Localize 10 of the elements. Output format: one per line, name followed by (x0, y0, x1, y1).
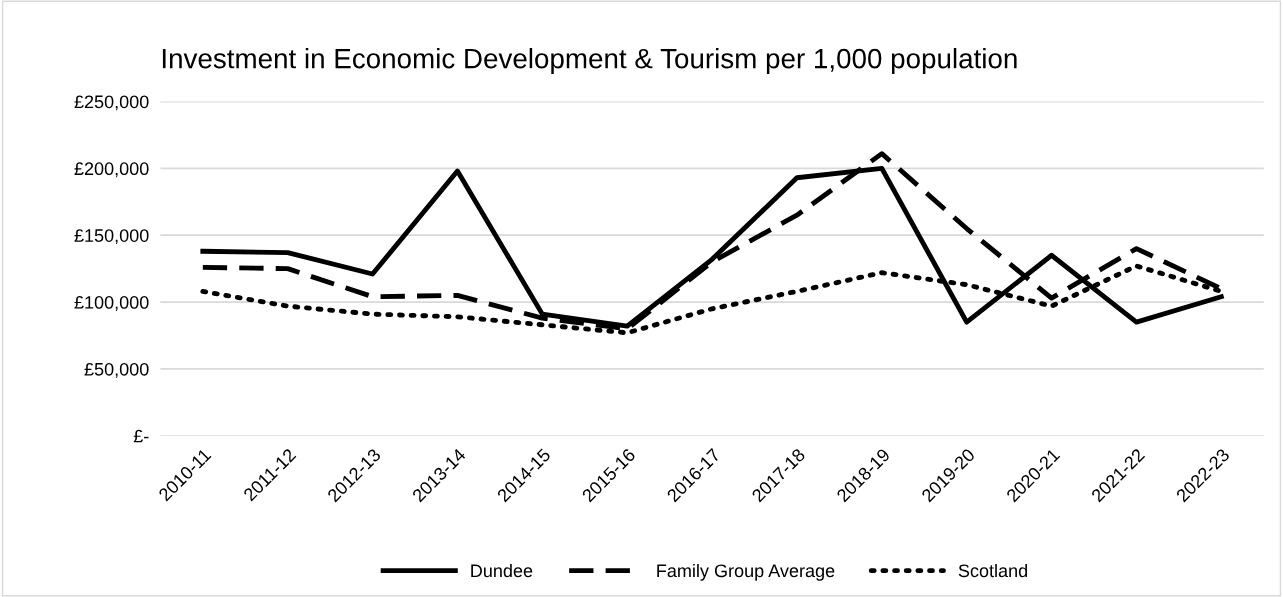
chart-title: Investment in Economic Development & Tourism per 1,000 population (162, 48, 1017, 74)
legend-label: Scotland (958, 563, 1028, 578)
y-tick-label: £150,000 (74, 229, 149, 245)
y-tick-label: £- (133, 429, 149, 443)
legend-label: Dundee (471, 563, 533, 578)
legend-label: Family Group Average (657, 563, 835, 581)
y-tick-label: £250,000 (74, 95, 149, 111)
y-tick-label: £200,000 (74, 162, 149, 178)
y-tick-label: £50,000 (84, 362, 149, 378)
y-tick-label: £100,000 (74, 296, 149, 311)
